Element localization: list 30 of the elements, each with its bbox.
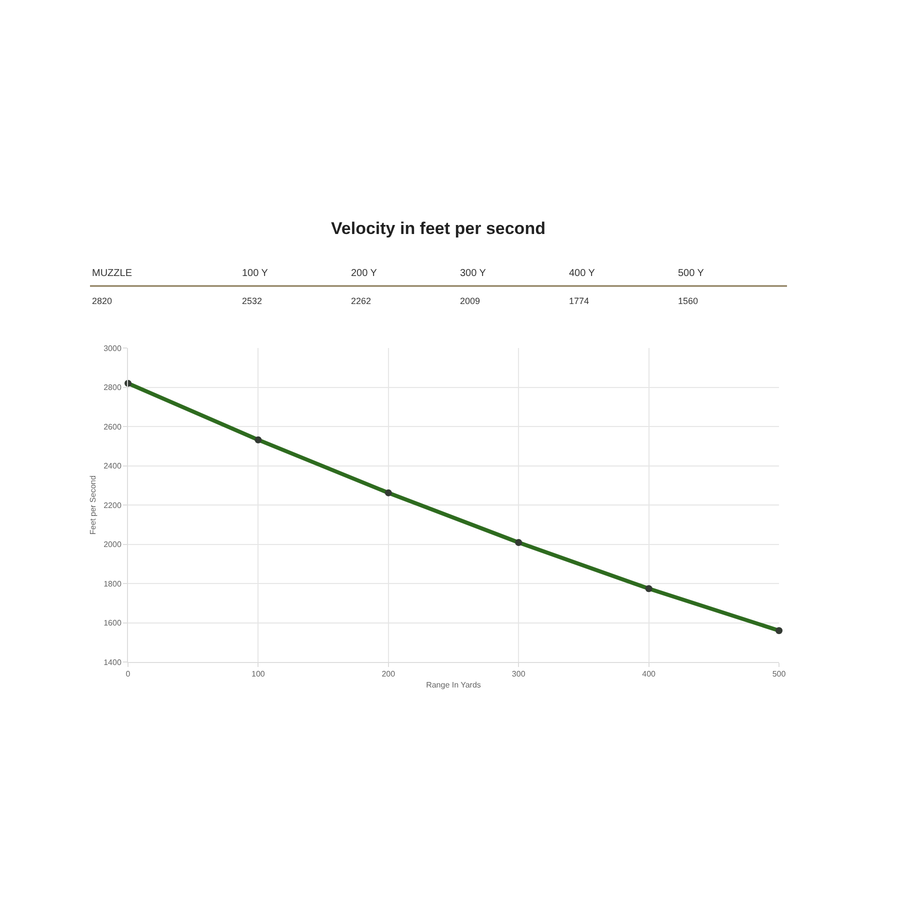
y-tick-label: 2000 xyxy=(104,540,122,550)
x-tick-label: 200 xyxy=(382,670,396,679)
y-tick-label: 1800 xyxy=(104,579,122,588)
text: 2532 xyxy=(242,296,262,306)
y-tick-label: 3000 xyxy=(104,344,122,353)
x-tick-label: 100 xyxy=(252,670,266,679)
y-axis-title: Feet per Second xyxy=(88,475,98,535)
text: MUZZLE xyxy=(92,268,132,279)
text: 1774 xyxy=(569,296,590,306)
y-tick-label: 1600 xyxy=(104,618,122,628)
x-tick-label: 300 xyxy=(512,670,526,679)
text: 2820 xyxy=(92,296,112,306)
y-tick-label: 1400 xyxy=(104,658,122,667)
text: 200 Y xyxy=(351,268,378,279)
y-tick-label: 2800 xyxy=(104,383,122,392)
text: 2262 xyxy=(351,296,372,306)
chart-title: Velocity in feet per second xyxy=(331,219,546,238)
x-tick-label: 500 xyxy=(772,670,786,679)
y-tick-label: 2200 xyxy=(104,500,122,510)
text: 400 Y xyxy=(569,268,596,279)
text: 300 Y xyxy=(460,268,486,279)
text: 100 Y xyxy=(242,268,268,279)
text: 1560 xyxy=(678,296,698,306)
text: 500 Y xyxy=(678,268,704,279)
text: 2009 xyxy=(460,296,480,306)
x-axis-title: Range In Yards xyxy=(426,680,481,690)
x-tick-label: 400 xyxy=(642,670,656,679)
y-tick-label: 2600 xyxy=(104,422,122,432)
x-tick-label: 0 xyxy=(126,670,131,679)
y-tick-label: 2400 xyxy=(104,462,122,471)
